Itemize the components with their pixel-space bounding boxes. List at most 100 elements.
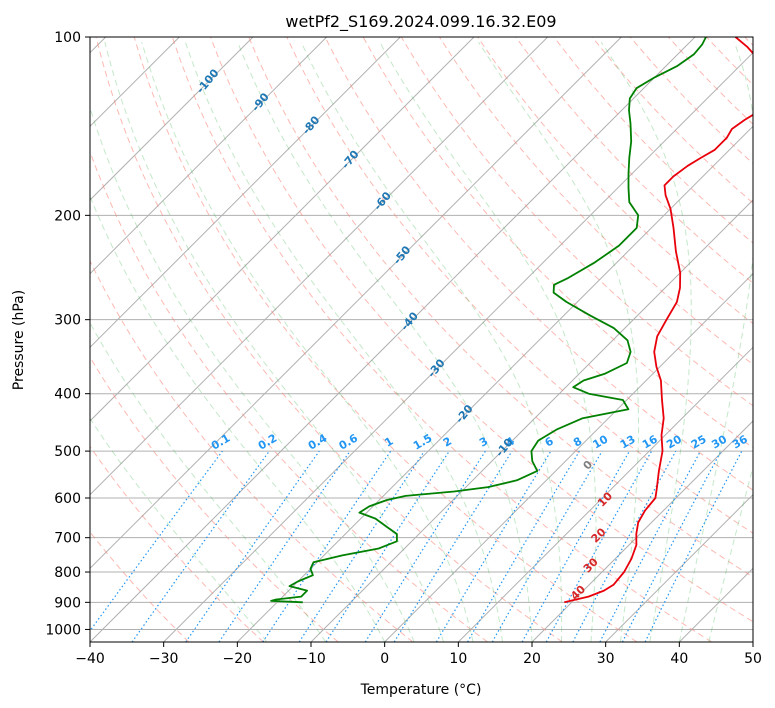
x-tick-label: 10 [449, 651, 467, 667]
mixing-ratio-line [218, 450, 351, 642]
mixing-ratio-line [521, 450, 631, 642]
dry-adiabat-line [90, 531, 190, 642]
dry-adiabat-line [90, 259, 414, 642]
isotherm-line [236, 125, 753, 642]
line-labels: 0.1 0.2 0.4 0.6 1 1.5 2 3 4 6 8 10 13 16 20 25 30 36-100-… [194, 66, 750, 602]
dry-adiabat-line [286, 37, 753, 534]
reference-lines [90, 37, 753, 642]
y-tick-label: 600 [54, 491, 81, 507]
moist-adiabat-line [379, 41, 597, 642]
dewpoint-line [270, 37, 707, 604]
axes: −40 −30 −20 −10 0 10 20 30 40 5010020030040050060… [45, 30, 762, 667]
mixing-ratio-label: 1.5 [411, 432, 434, 453]
moist-adiabat-line [708, 465, 753, 642]
x-tick-label: −40 [75, 651, 105, 667]
temperature-line [564, 37, 753, 604]
mixing-ratio-line [545, 450, 653, 642]
dry-adiabat-line [171, 37, 712, 642]
dry-adiabat-line [90, 445, 264, 642]
moist-adiabat-line [300, 41, 563, 642]
y-axis-title: Pressure (hPa) [11, 290, 27, 390]
moist-adiabat-label: 20 [589, 525, 609, 545]
mixing-ratio-label: 0.4 [306, 431, 330, 452]
mixing-ratio-line [466, 450, 580, 642]
isotherm-line [310, 199, 753, 642]
isotherm-line [90, 37, 254, 201]
plot-frame [89, 36, 754, 643]
mixing-ratio-line [298, 450, 425, 642]
mixing-ratio-label: 36 [730, 432, 750, 451]
dry-adiabat-line [591, 37, 753, 204]
isotherm-line [752, 641, 753, 642]
mixing-ratio-line [185, 450, 320, 642]
isotherm-line [90, 37, 696, 642]
moist-adiabat-line [141, 41, 474, 642]
dry-adiabat-line [515, 37, 753, 284]
dry-adiabat-line [744, 37, 753, 47]
x-tick-label: 50 [744, 651, 762, 667]
dry-adiabat-line [133, 37, 638, 642]
chart-title: wetPf2_S169.2024.099.16.32.E09 [285, 12, 556, 32]
mixing-ratio-label: 1 [382, 435, 395, 450]
x-tick-label: −10 [296, 651, 326, 667]
mixing-ratio-line [393, 450, 513, 642]
y-tick-label: 900 [54, 595, 81, 611]
x-tick-label: 0 [380, 651, 389, 667]
dry-adiabat-line [668, 37, 753, 125]
isotherm-line [163, 51, 753, 642]
mixing-ratio-line [572, 450, 677, 642]
y-tick-label: 100 [54, 30, 81, 46]
moist-adiabat-line [184, 41, 503, 642]
dry-adiabat-line [90, 150, 488, 642]
dry-adiabat-line [706, 37, 753, 86]
mixing-ratio-line [262, 450, 392, 642]
isotherm-line [678, 567, 753, 642]
isotherm-line [605, 493, 753, 642]
mixing-ratio-line [90, 450, 223, 632]
mixing-ratio-line [644, 450, 743, 642]
dry-adiabat-line [248, 37, 753, 578]
mixing-ratio-label: 20 [664, 432, 684, 451]
mixing-ratio-label: 3 [477, 435, 490, 450]
moist-adiabat-label: 40 [568, 583, 588, 603]
dry-adiabat-line [90, 356, 339, 642]
y-tick-label: 400 [54, 387, 81, 403]
x-tick-label: −20 [223, 651, 253, 667]
y-tick-label: 300 [54, 313, 81, 329]
moist-adiabat-line [678, 41, 753, 642]
dry-adiabat-line [324, 37, 753, 491]
y-tick-label: 1000 [45, 622, 81, 638]
mixing-ratio-label: 30 [709, 432, 729, 451]
x-tick-label: 20 [523, 651, 541, 667]
mixing-ratio-label: 25 [689, 433, 709, 452]
moist-adiabat-line [90, 195, 386, 642]
isotherm-line [90, 37, 549, 496]
y-tick-label: 200 [54, 208, 81, 224]
isotherm-line [90, 37, 401, 349]
moist-adiabat-label: 10 [595, 489, 615, 509]
y-tick-label: 800 [54, 565, 81, 581]
moist-adiabat-line [90, 106, 415, 642]
dry-adiabat-line [210, 37, 753, 623]
moist-adiabat-line [237, 41, 533, 642]
isotherm-line [384, 272, 753, 642]
y-tick-label: 500 [54, 444, 81, 460]
mixing-ratio-label: 16 [640, 432, 660, 451]
series-layer [270, 37, 753, 604]
moist-adiabat-line [104, 41, 445, 642]
mixing-ratio-label: 6 [543, 434, 556, 449]
dry-adiabat-line [553, 37, 753, 244]
dry-adiabat-label: -100 [194, 66, 222, 96]
mixing-ratio-label: 13 [618, 433, 638, 452]
isotherm-line [90, 37, 328, 275]
mixing-ratio-label: 8 [571, 435, 584, 450]
dry-adiabat-line [95, 37, 563, 642]
moist-adiabat-line [90, 417, 268, 642]
moist-adiabat-line [600, 41, 692, 642]
mixing-ratio-label: 10 [591, 432, 611, 451]
mixing-ratio-line [325, 450, 450, 642]
mixing-ratio-line [599, 450, 702, 642]
background-lines [90, 37, 753, 642]
isotherm-line [457, 346, 753, 642]
